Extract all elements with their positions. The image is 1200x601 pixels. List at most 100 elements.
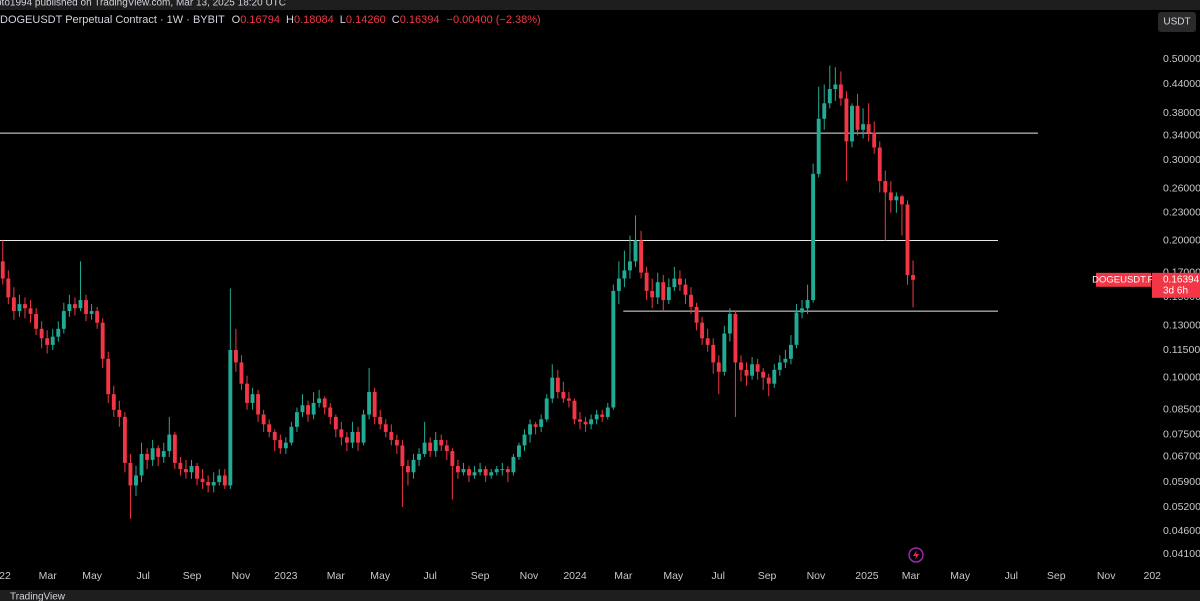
candle-body — [716, 362, 721, 372]
candle-body — [666, 287, 671, 301]
candle-body — [406, 465, 410, 473]
candle-body — [311, 402, 316, 415]
candle-body — [894, 196, 899, 201]
candle-body — [622, 270, 627, 279]
candle-body — [100, 322, 105, 359]
candle-body — [211, 482, 216, 486]
x-tick-label: Nov — [1097, 570, 1116, 582]
candle-body — [661, 282, 666, 301]
candle-body — [694, 306, 699, 323]
ohlc-value: 0.16794 — [240, 14, 280, 26]
candle-body — [500, 469, 505, 471]
candle-body — [866, 124, 871, 133]
candle-body — [383, 424, 388, 432]
candle-body — [267, 424, 272, 432]
price-tag — [1152, 272, 1200, 298]
symbol: DOGEUSDT Perpetual Contract · 1W · BYBIT — [0, 14, 225, 26]
candle-body — [450, 451, 455, 466]
candle-body — [461, 469, 466, 473]
candle-body — [528, 424, 533, 435]
candle-body — [589, 419, 594, 425]
candle-body — [533, 424, 538, 427]
candle-body — [372, 392, 377, 417]
candle-body — [289, 426, 294, 443]
event-icon-bolt — [913, 550, 919, 560]
candle-body — [122, 416, 127, 463]
x-tick-label: Jul — [136, 570, 149, 582]
currency-label[interactable]: USDT — [1163, 17, 1190, 28]
candle-body — [6, 278, 11, 298]
candle-body — [28, 308, 33, 314]
candle-body — [156, 448, 161, 457]
candle-body — [650, 290, 655, 298]
candle-body — [561, 392, 566, 399]
candle-body — [439, 439, 444, 446]
candle-body — [578, 419, 582, 422]
y-tick-label: 0.10000 — [1163, 371, 1200, 383]
candle-body — [306, 405, 310, 415]
candle-body — [594, 414, 599, 420]
candle-body — [417, 453, 421, 460]
candle-body — [511, 456, 516, 473]
candle-body — [111, 394, 116, 410]
candle-body — [344, 437, 349, 443]
candle-body — [84, 300, 88, 314]
candle-body — [256, 394, 261, 415]
candle-body — [683, 284, 688, 295]
candle-body — [700, 322, 705, 339]
candle-body — [239, 362, 244, 384]
candle-body — [39, 328, 44, 339]
candle-body — [572, 400, 577, 420]
candle-body — [444, 445, 449, 452]
candle-body — [23, 304, 27, 309]
candle-body — [744, 369, 749, 376]
y-tick-label: 0.07500 — [1163, 428, 1200, 440]
candle-body — [855, 105, 860, 130]
candle-body — [356, 431, 360, 443]
y-tick-label: 0.11500 — [1163, 344, 1200, 356]
candle-body — [883, 181, 888, 193]
candle-body — [72, 304, 77, 309]
x-tick-label: Sep — [471, 570, 490, 582]
candle-body — [816, 118, 821, 174]
x-tick-label: Mar — [327, 570, 346, 582]
candle-body — [428, 442, 433, 452]
bottom-bar — [0, 590, 1200, 601]
candle-body — [278, 439, 283, 449]
candle-body — [161, 451, 166, 457]
candle-body — [733, 313, 738, 363]
event-icon[interactable] — [908, 547, 924, 563]
candle-body — [788, 344, 793, 359]
candle-body — [322, 398, 327, 408]
candle-body — [245, 383, 249, 403]
candle-body — [367, 392, 372, 415]
candle-body — [261, 414, 266, 425]
top-bar — [0, 0, 1200, 10]
candle-body — [339, 429, 344, 438]
candle-body — [838, 84, 843, 99]
candle-body — [861, 124, 866, 130]
ohlc-value: 0.16394 — [400, 14, 440, 26]
y-tick-label: 0.05200 — [1163, 501, 1200, 513]
candle-body — [433, 439, 438, 452]
candle-body — [850, 105, 854, 142]
candle-body — [0, 261, 5, 279]
candle-body — [611, 290, 616, 408]
currency-button[interactable] — [1158, 12, 1196, 32]
candle-body — [67, 304, 72, 312]
candle-body — [494, 469, 499, 473]
candle-body — [95, 311, 100, 323]
candle-body — [317, 398, 322, 403]
brand: TradingView — [10, 592, 66, 601]
candle-body — [672, 278, 677, 288]
candle-body — [250, 394, 255, 403]
change: −0.00400 (−2.38%) — [447, 14, 541, 26]
y-tick-label: 0.04600 — [1163, 525, 1200, 537]
candle-body — [800, 308, 804, 313]
candle-body — [189, 465, 194, 473]
candle-body — [505, 469, 510, 473]
x-tick-label: May — [663, 570, 684, 582]
y-tick-label: 0.50000 — [1163, 53, 1200, 65]
